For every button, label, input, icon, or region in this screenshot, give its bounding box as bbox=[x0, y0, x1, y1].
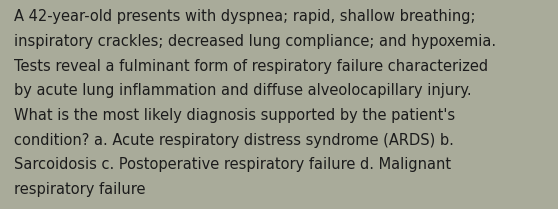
Text: What is the most likely diagnosis supported by the patient's: What is the most likely diagnosis suppor… bbox=[14, 108, 455, 123]
Text: respiratory failure: respiratory failure bbox=[14, 182, 146, 197]
Text: Tests reveal a fulminant form of respiratory failure characterized: Tests reveal a fulminant form of respira… bbox=[14, 59, 488, 74]
Text: condition? a. Acute respiratory distress syndrome (ARDS) b.: condition? a. Acute respiratory distress… bbox=[14, 133, 454, 148]
Text: by acute lung inflammation and diffuse alveolocapillary injury.: by acute lung inflammation and diffuse a… bbox=[14, 83, 472, 98]
Text: inspiratory crackles; decreased lung compliance; and hypoxemia.: inspiratory crackles; decreased lung com… bbox=[14, 34, 496, 49]
Text: A 42-year-old presents with dyspnea; rapid, shallow breathing;: A 42-year-old presents with dyspnea; rap… bbox=[14, 9, 475, 24]
Text: Sarcoidosis c. Postoperative respiratory failure d. Malignant: Sarcoidosis c. Postoperative respiratory… bbox=[14, 157, 451, 172]
